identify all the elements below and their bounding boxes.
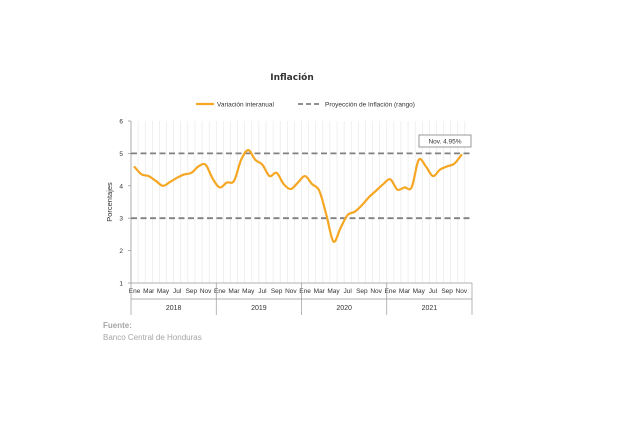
source-label: Fuente: xyxy=(103,321,132,330)
legend-label-series-2: Proyección de Inflación (rango) xyxy=(325,102,415,109)
x-tick-label: Nov xyxy=(370,288,382,295)
y-tick-label: 3 xyxy=(119,216,123,223)
x-tick-label: Jul xyxy=(344,288,353,295)
x-tick-label: Mar xyxy=(228,288,240,295)
y-axis-label: Porcentajes xyxy=(105,182,114,222)
year-label: 2021 xyxy=(422,305,438,312)
y-tick-label: 1 xyxy=(119,281,123,288)
year-label: 2018 xyxy=(166,305,182,312)
y-tick-label: 2 xyxy=(119,248,123,255)
x-tick-label: Ene xyxy=(299,288,311,295)
x-tick-label: Ene xyxy=(385,288,397,295)
year-label: 2019 xyxy=(251,305,267,312)
y-tick-label: 5 xyxy=(119,151,123,158)
x-tick-label: Jul xyxy=(173,288,182,295)
x-tick-label: Sep xyxy=(271,288,283,295)
x-tick-label: May xyxy=(413,288,426,295)
x-tick-label: Sep xyxy=(441,288,453,295)
y-tick-label: 4 xyxy=(119,183,123,190)
x-tick-label: Mar xyxy=(314,288,326,295)
x-tick-label: May xyxy=(327,288,340,295)
x-tick-label: Mar xyxy=(143,288,155,295)
series-line-variacion-interanual xyxy=(133,149,463,243)
legend-label-series-1: Variación interanual xyxy=(217,102,275,109)
annotation-box xyxy=(418,134,472,148)
x-tick-label: Nov xyxy=(200,288,212,295)
annotation-label: Nov. 4.95% xyxy=(428,139,461,146)
source-text: Banco Central de Honduras xyxy=(103,333,202,342)
annotation: Nov. 4.95% xyxy=(418,134,472,148)
x-tick-label: Jul xyxy=(429,288,438,295)
chart-title: Inflación xyxy=(270,72,314,83)
x-tick-label: Jul xyxy=(258,288,267,295)
x-tick-label: May xyxy=(157,288,170,295)
x-tick-label: Sep xyxy=(356,288,368,295)
x-tick-label: Nov xyxy=(456,288,468,295)
legend: Variación interanual Proyección de Infla… xyxy=(196,102,415,109)
x-tick-label: May xyxy=(242,288,255,295)
y-tick-label: 6 xyxy=(119,119,123,126)
year-label: 2020 xyxy=(336,305,352,312)
x-tick-label: Sep xyxy=(186,288,198,295)
x-tick-label: Ene xyxy=(214,288,226,295)
x-tick-label: Nov xyxy=(285,288,297,295)
x-tick-label: Mar xyxy=(399,288,411,295)
x-tick-label: Ene xyxy=(129,288,141,295)
